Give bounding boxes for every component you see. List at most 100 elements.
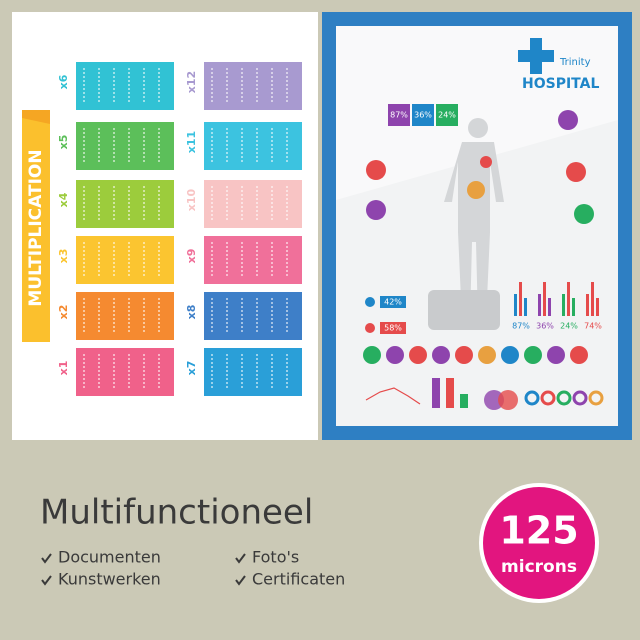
banner-fold	[22, 110, 50, 124]
line-chart	[365, 387, 421, 405]
table-label: x11	[185, 131, 198, 153]
stats: 87% 36% 24% 42% 58% 87% 36% 24% 74%	[365, 104, 602, 334]
person-icon	[365, 297, 375, 307]
organ-icon	[363, 346, 381, 364]
table-block	[204, 180, 302, 228]
stat-box	[412, 104, 434, 126]
table-block	[204, 122, 302, 170]
icons	[363, 110, 604, 410]
mini-bar	[562, 294, 565, 316]
table-label: x3	[57, 249, 70, 264]
mini-bar	[524, 298, 527, 316]
table-label: x10	[185, 188, 198, 211]
donut	[540, 390, 556, 406]
organ-icon	[386, 346, 404, 364]
table-label: x6	[57, 74, 70, 89]
side-icon	[366, 200, 386, 220]
mini-bar	[538, 294, 541, 316]
title-banner	[22, 110, 50, 342]
table-label: x9	[185, 249, 198, 264]
feature: Foto's	[252, 548, 299, 567]
table-label: x4	[57, 192, 70, 207]
mini-bar	[591, 282, 594, 316]
side-icon	[574, 204, 594, 224]
stat-value: 24%	[438, 111, 456, 120]
mini-bar	[586, 294, 589, 316]
bar-chart	[432, 378, 440, 408]
organ-icon	[570, 346, 588, 364]
venn	[484, 390, 504, 410]
organ-icon	[409, 346, 427, 364]
table-block	[76, 180, 174, 228]
mini-bar	[519, 282, 522, 316]
mini-bar	[514, 294, 517, 316]
table-label: x7	[185, 361, 198, 376]
organ-icon	[455, 346, 473, 364]
bar-chart	[446, 378, 454, 408]
table-label: x2	[57, 305, 70, 320]
badge-unit: microns	[501, 557, 577, 577]
glare	[336, 26, 618, 200]
table-label: x1	[57, 361, 70, 376]
check-icon	[41, 575, 52, 586]
donut	[556, 390, 572, 406]
world-map	[428, 290, 500, 330]
bar-value: 87%	[512, 322, 530, 331]
features: Documenten Foto's Kunstwerken Certificaten	[41, 548, 345, 589]
table-label: x5	[57, 135, 70, 150]
bar-chart	[460, 394, 468, 408]
bar-value: 36%	[536, 322, 554, 331]
donut	[588, 390, 604, 406]
stat-box	[388, 104, 410, 126]
check-icon	[235, 553, 246, 564]
venn	[498, 390, 518, 410]
bar-value: 24%	[560, 322, 578, 331]
side-icon	[366, 160, 386, 180]
feature: Kunstwerken	[58, 570, 161, 589]
check-icon	[41, 553, 52, 564]
brand: Trinity	[559, 57, 591, 68]
organ-icon	[501, 346, 519, 364]
organ-icon	[547, 346, 565, 364]
tables: x1 x2 x3 x4 x5 x6 x7 x8 x9 x10 x11 x12	[57, 62, 302, 396]
head	[468, 118, 488, 138]
feature: Documenten	[58, 548, 161, 567]
badge	[483, 487, 595, 599]
donut	[572, 390, 588, 406]
organ-icon	[478, 346, 496, 364]
table-block	[76, 62, 174, 110]
table-block	[204, 236, 302, 284]
table-block	[76, 348, 174, 396]
heading: Multifunctioneel	[40, 493, 313, 533]
mini-bar	[596, 298, 599, 316]
table-block	[76, 292, 174, 340]
side-icon	[558, 110, 578, 130]
gender-bar	[380, 296, 406, 308]
gender-value: 42%	[384, 298, 402, 307]
donut	[524, 390, 540, 406]
table-block	[204, 348, 302, 396]
heart	[480, 156, 492, 168]
table-block	[76, 122, 174, 170]
mini-bar	[572, 298, 575, 316]
table-block	[204, 62, 302, 110]
mini-bar	[548, 298, 551, 316]
body	[444, 142, 504, 322]
hospital-name: HOSPITAL	[522, 76, 599, 92]
table-block	[76, 236, 174, 284]
person-icon	[365, 323, 375, 333]
stat-value: 87%	[390, 111, 408, 120]
gender-bar	[380, 322, 406, 334]
organ-icon	[524, 346, 542, 364]
feature: Certificaten	[252, 570, 345, 589]
side-icon	[566, 162, 586, 182]
cross-h	[518, 50, 554, 62]
stat-box	[436, 104, 458, 126]
stat-value: 36%	[414, 111, 432, 120]
table-block	[204, 292, 302, 340]
badge-number: 125	[499, 509, 578, 553]
mini-bar	[543, 282, 546, 316]
organ-icon	[432, 346, 450, 364]
mini-bar	[567, 282, 570, 316]
gender-value: 58%	[384, 324, 402, 333]
